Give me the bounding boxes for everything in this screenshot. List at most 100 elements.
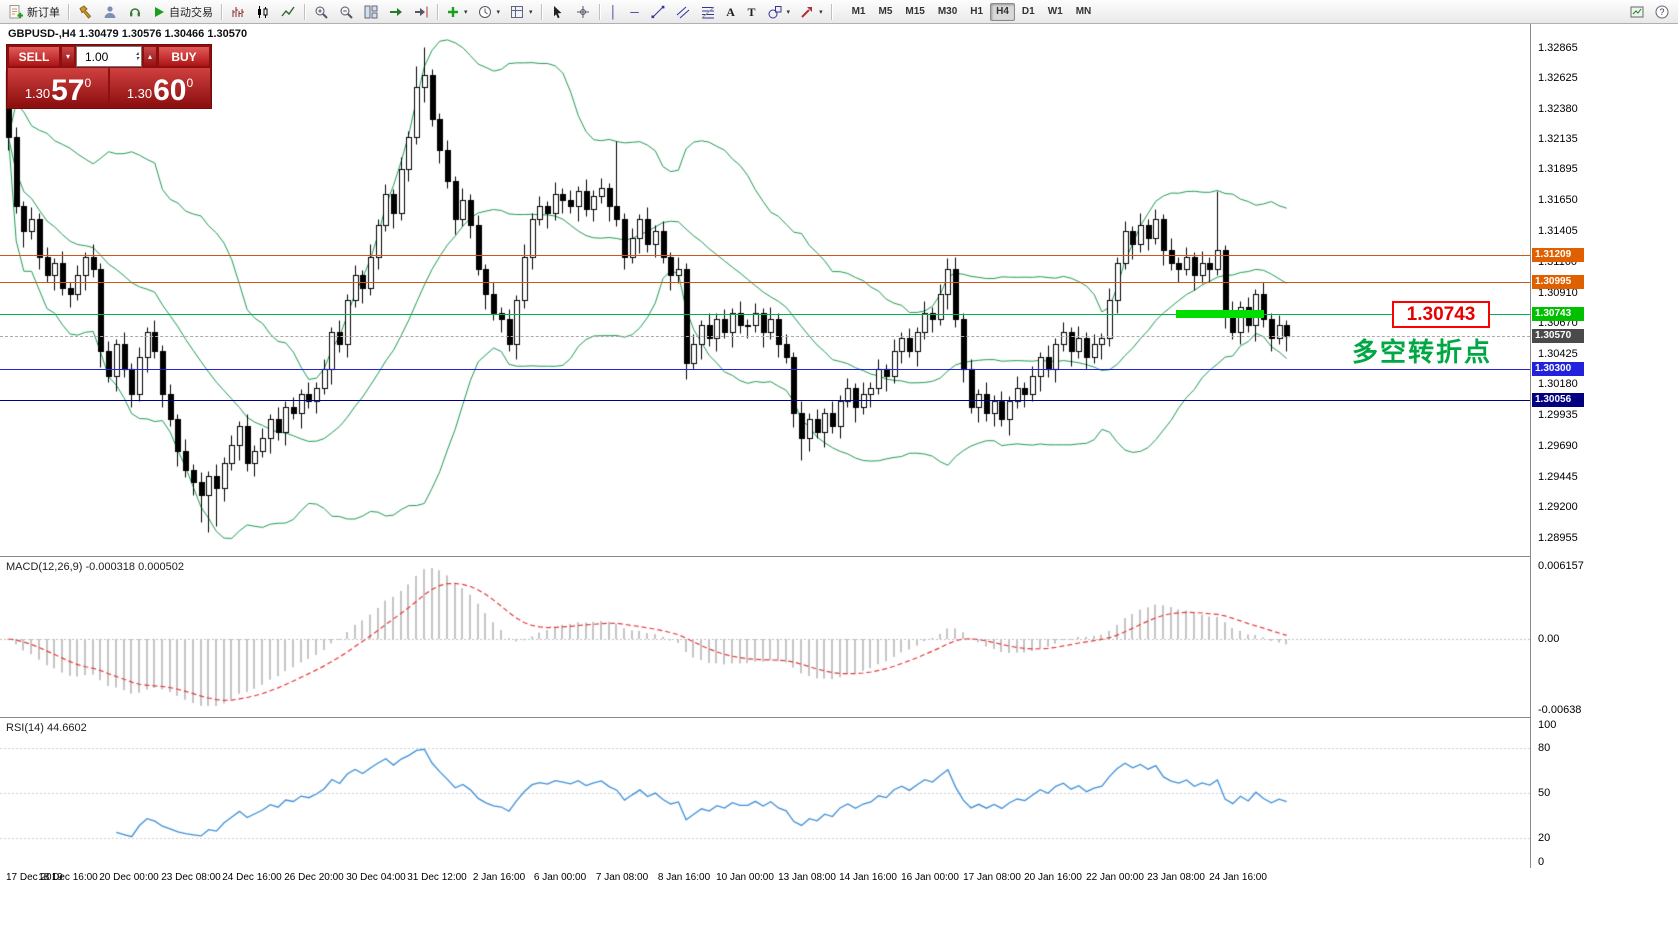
- tab-timeframe-M5[interactable]: M5: [872, 3, 898, 21]
- macd-canvas[interactable]: [0, 557, 1530, 717]
- tab-timeframe-M30[interactable]: M30: [932, 3, 963, 21]
- buy-button[interactable]: BUY: [158, 46, 210, 67]
- rsi-canvas[interactable]: [0, 718, 1530, 868]
- vertical-line-button[interactable]: │: [604, 2, 624, 22]
- time-axis-label: 18 Dec 16:00: [38, 872, 98, 883]
- buy-dropdown[interactable]: ▴: [143, 46, 157, 67]
- separator: [221, 3, 222, 20]
- tab-timeframe-M15[interactable]: M15: [899, 3, 930, 21]
- channel-button[interactable]: [671, 2, 695, 22]
- bid-integer: 1.30: [24, 86, 51, 101]
- trendline-button[interactable]: [646, 2, 670, 22]
- axis-separator: [1530, 24, 1531, 888]
- time-axis-label: 20 Jan 16:00: [1024, 872, 1082, 883]
- bid-price[interactable]: 1.30 57 0: [8, 68, 108, 107]
- tab-timeframe-H4[interactable]: H4: [990, 2, 1015, 21]
- line-chart-button[interactable]: [276, 2, 300, 22]
- tile-windows-button[interactable]: [359, 2, 383, 22]
- metaeditor-button[interactable]: [73, 2, 97, 22]
- toolbar: 新订单 自动交易 ▾ ▾ ▾ │ ─ A T ▾ ▾: [0, 0, 1678, 24]
- tab-timeframe-D1[interactable]: D1: [1016, 3, 1041, 21]
- price-axis-label: 1.31895: [1538, 163, 1578, 175]
- person-icon: [102, 4, 118, 20]
- badge-resistance-2: 1.30995: [1532, 275, 1584, 289]
- resistance-line-1[interactable]: [0, 255, 1530, 256]
- volume-input[interactable]: 1.00 ▴ ▾: [76, 46, 142, 67]
- auto-scroll-button[interactable]: [384, 2, 408, 22]
- periods-button[interactable]: ▾: [473, 2, 505, 22]
- help-icon: ?: [1654, 4, 1670, 20]
- tab-timeframe-H1[interactable]: H1: [964, 3, 989, 21]
- chart-title: GBPUSD-,H4 1.30479 1.30576 1.30466 1.305…: [8, 28, 248, 40]
- text-label-icon: T: [747, 4, 756, 19]
- tab-timeframe-M1[interactable]: M1: [846, 3, 872, 21]
- shapes-button[interactable]: ▾: [763, 2, 795, 22]
- spinner-up-icon[interactable]: ▴: [135, 50, 139, 57]
- volume-value: 1.00: [85, 49, 109, 64]
- badge-support-1: 1.30300: [1532, 362, 1584, 376]
- arrows-button[interactable]: ▾: [795, 2, 827, 22]
- new-order-button[interactable]: 新订单: [4, 2, 64, 22]
- price-annotation-box: 1.30743: [1392, 301, 1490, 328]
- templates-button[interactable]: ▾: [505, 2, 537, 22]
- horizontal-line-button[interactable]: ─: [625, 2, 645, 22]
- cursor-button[interactable]: [546, 2, 570, 22]
- zoom-in-icon: [313, 4, 329, 20]
- chevron-down-icon: ▾: [496, 8, 501, 16]
- support-button[interactable]: [123, 2, 147, 22]
- bar-chart-icon: [230, 4, 246, 20]
- pane-separator[interactable]: [0, 717, 1678, 718]
- time-axis-label: 26 Dec 20:00: [284, 872, 344, 883]
- indicators-button[interactable]: ▾: [442, 2, 472, 22]
- pivot-line[interactable]: [0, 314, 1530, 315]
- new-chart-button[interactable]: [1625, 2, 1649, 22]
- resistance-line-2[interactable]: [0, 282, 1530, 283]
- tab-timeframe-MN[interactable]: MN: [1070, 3, 1098, 21]
- support-line-2[interactable]: [0, 400, 1530, 401]
- tab-timeframe-W1[interactable]: W1: [1042, 3, 1069, 21]
- price-axis-label: 1.30425: [1538, 348, 1578, 360]
- support-line-1[interactable]: [0, 369, 1530, 370]
- candlestick-chart-button[interactable]: [251, 2, 275, 22]
- time-axis[interactable]: 17 Dec 2019 18 Dec 16:00 20 Dec 00:00 23 De…: [0, 868, 1678, 888]
- spinner-down-icon[interactable]: ▾: [135, 55, 139, 62]
- cursor-icon: [550, 4, 566, 20]
- bid-price-line[interactable]: [0, 336, 1530, 337]
- crosshair-button[interactable]: [571, 2, 595, 22]
- price-axis[interactable]: 1.32865 1.32625 1.32380 1.32135 1.31895 1.316…: [1531, 24, 1678, 888]
- pane-separator[interactable]: [0, 556, 1678, 557]
- support-line-segment[interactable]: [1176, 310, 1264, 318]
- time-axis-label: 23 Jan 08:00: [1147, 872, 1205, 883]
- timeframe-toolbar: M1 M5 M15 M30 H1 H4 D1 W1 MN: [846, 2, 1098, 21]
- one-click-trading-panel: SELL ▾ 1.00 ▴ ▾ ▴ BUY 1.30 57 0 1.30 60 0: [6, 44, 212, 109]
- sell-button[interactable]: SELL: [8, 46, 60, 67]
- zoom-out-button[interactable]: [334, 2, 358, 22]
- text-icon: A: [726, 4, 735, 19]
- price-axis-label: 1.32380: [1538, 103, 1578, 115]
- separator: [830, 3, 832, 20]
- fibonacci-button[interactable]: [696, 2, 720, 22]
- chart-shift-button[interactable]: [409, 2, 433, 22]
- help-button[interactable]: ?: [1650, 2, 1674, 22]
- time-axis-label: 8 Jan 16:00: [657, 872, 711, 883]
- time-axis-label: 31 Dec 12:00: [407, 872, 467, 883]
- auto-scroll-icon: [388, 4, 404, 20]
- autotrading-button[interactable]: 自动交易: [148, 2, 217, 22]
- zoom-in-button[interactable]: [309, 2, 333, 22]
- text-label-button[interactable]: T: [742, 2, 762, 22]
- hammer-icon: [77, 4, 93, 20]
- profile-button[interactable]: [98, 2, 122, 22]
- badge-pivot: 1.30743: [1532, 307, 1584, 321]
- price-axis-label: 1.29935: [1538, 409, 1578, 421]
- time-axis-label: 17 Dec 2019: [6, 872, 63, 883]
- main-chart-canvas[interactable]: [0, 24, 1530, 556]
- sell-dropdown[interactable]: ▾: [61, 46, 75, 67]
- badge-current-bid: 1.30570: [1532, 329, 1584, 343]
- bar-chart-button[interactable]: [226, 2, 250, 22]
- chevron-down-icon: ▾: [819, 8, 823, 16]
- price-axis-label: 1.32625: [1538, 72, 1578, 84]
- ask-price[interactable]: 1.30 60 0: [110, 68, 210, 107]
- text-button[interactable]: A: [721, 2, 741, 22]
- volume-spinner[interactable]: ▴ ▾: [135, 50, 139, 62]
- macd-pane-title: MACD(12,26,9) -0.000318 0.000502: [6, 561, 184, 573]
